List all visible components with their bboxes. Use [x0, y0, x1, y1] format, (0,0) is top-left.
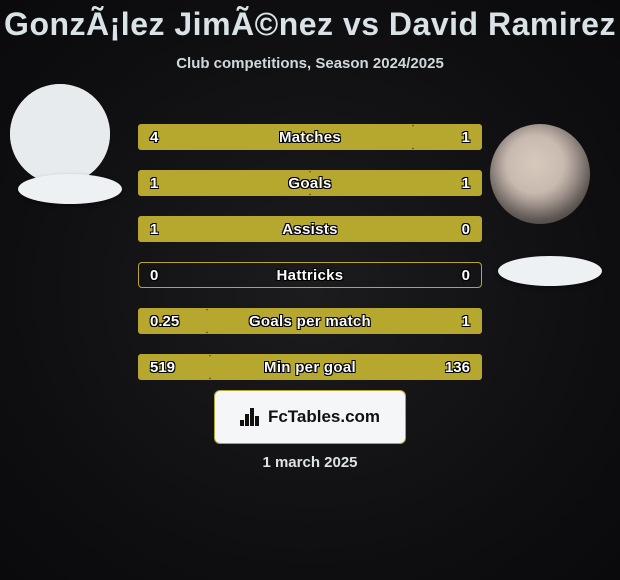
stat-row: 1Goals1: [138, 170, 482, 196]
stat-row: 0Hattricks0: [138, 262, 482, 288]
stat-label: Goals: [138, 170, 482, 196]
brand-bars-icon: [240, 408, 262, 426]
brand-badge: FcTables.com: [214, 390, 406, 444]
player-left-photo: [10, 84, 110, 184]
stat-right-value: 1: [450, 124, 482, 150]
stat-label: Min per goal: [138, 354, 482, 380]
stat-right-value: 0: [450, 262, 482, 288]
stat-right-value: 1: [450, 170, 482, 196]
stat-row: 4Matches1: [138, 124, 482, 150]
stat-label: Hattricks: [138, 262, 482, 288]
brand-text: FcTables.com: [268, 407, 380, 427]
stat-right-value: 136: [433, 354, 482, 380]
stat-label: Assists: [138, 216, 482, 242]
player-right-team-logo: [498, 256, 602, 286]
player-left-team-logo: [18, 174, 122, 204]
stat-label: Matches: [138, 124, 482, 150]
stat-label: Goals per match: [138, 308, 482, 334]
stat-right-value: 0: [450, 216, 482, 242]
stat-row: 0.25Goals per match1: [138, 308, 482, 334]
stat-row: 519Min per goal136: [138, 354, 482, 380]
page-title: GonzÃ¡lez JimÃ©nez vs David Ramirez: [0, 0, 620, 43]
stat-right-value: 1: [450, 308, 482, 334]
date-label: 1 march 2025: [0, 454, 620, 471]
player-right-photo: [490, 124, 590, 224]
stat-row: 1Assists0: [138, 216, 482, 242]
page-subtitle: Club competitions, Season 2024/2025: [0, 55, 620, 72]
stats-rows: 4Matches11Goals11Assists00Hattricks00.25…: [138, 124, 482, 400]
